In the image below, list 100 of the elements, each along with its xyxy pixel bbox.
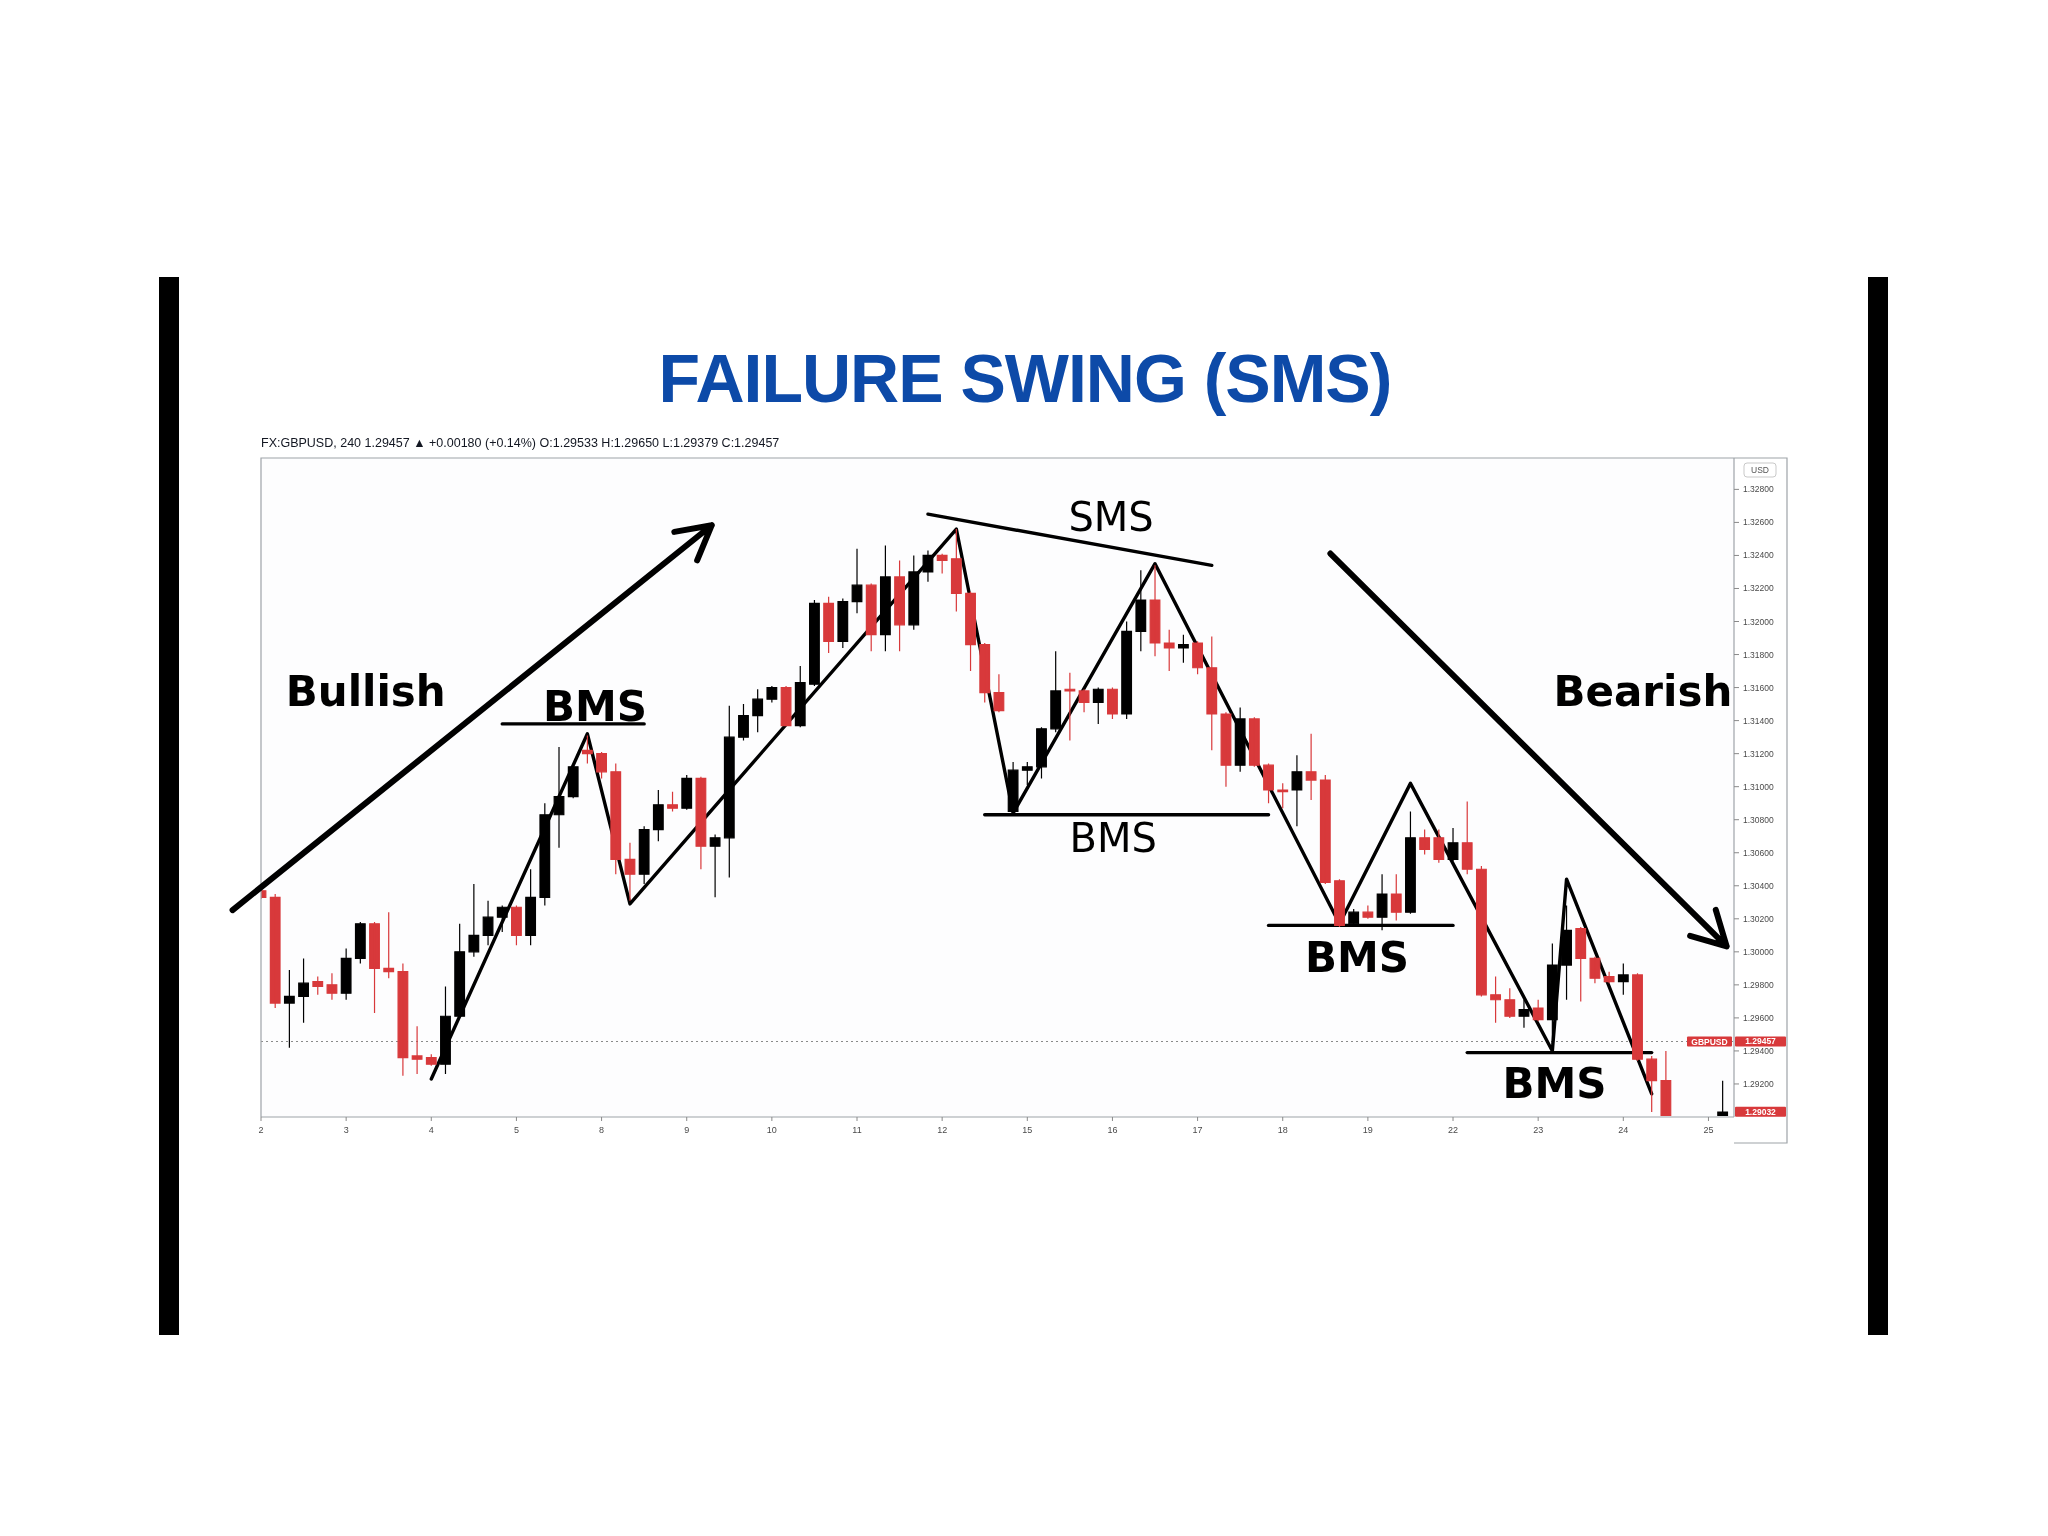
candlestick [454, 923, 466, 1017]
annotation: BMS [1305, 933, 1410, 983]
candlestick [1107, 686, 1118, 720]
candlestick [1575, 926, 1587, 1002]
ref-line-label: GBPUSD [1691, 1036, 1728, 1047]
candlestick [369, 921, 380, 1014]
candlestick [397, 962, 409, 1077]
candlestick [1561, 904, 1572, 1001]
x-tick-label: 19 [1362, 1125, 1373, 1135]
y-tick-label: 1.32800 [1743, 484, 1774, 495]
candlestick [496, 904, 508, 933]
candlestick [1206, 635, 1218, 751]
y-tick-label: 1.30000 [1743, 946, 1774, 957]
x-tick-label: 3 [343, 1125, 349, 1135]
candlestick [738, 703, 749, 742]
annotation: BMS [542, 681, 647, 731]
y-tick-label: 1.29600 [1743, 1012, 1774, 1023]
y-tick-label: 1.29400 [1743, 1045, 1774, 1056]
candlestick [624, 842, 636, 902]
y-tick-label: 1.32000 [1743, 616, 1774, 627]
candlestick [1263, 762, 1274, 804]
unit-badge: USD [1743, 462, 1777, 478]
price-tag: 1.29032 [1735, 1106, 1786, 1117]
candlestick [1419, 829, 1431, 855]
candlestick [340, 947, 352, 1001]
y-axis-title: USD [1751, 465, 1769, 475]
candlestick [1589, 956, 1601, 984]
y-tick-label: 1.30400 [1743, 880, 1774, 891]
candlestick [908, 554, 920, 631]
candlestick [1717, 1080, 1729, 1116]
y-tick-label: 1.29200 [1743, 1078, 1774, 1089]
candlestick [298, 957, 309, 1024]
candlestick [823, 596, 835, 654]
candlestick [1461, 800, 1473, 875]
candlestick [1518, 999, 1530, 1029]
candlestick [667, 791, 678, 813]
candlestick [894, 559, 906, 652]
candlestick [1163, 629, 1175, 672]
candlestick [326, 972, 338, 1001]
candlestick [1646, 1055, 1658, 1113]
candlestick [1490, 976, 1502, 1024]
candlestick [1362, 904, 1374, 920]
candlestick [1092, 686, 1104, 725]
candlestick [1220, 711, 1232, 788]
candlestick [511, 904, 522, 946]
y-tick-label: 1.31600 [1743, 682, 1774, 693]
candlestick [879, 544, 891, 652]
x-tick-label: 25 [1703, 1125, 1714, 1135]
candlestick [865, 582, 877, 652]
y-tick-label: 1.31200 [1743, 748, 1774, 759]
annotation: Bullish [285, 666, 446, 716]
candlestick [1291, 754, 1303, 827]
candlestick [1277, 782, 1289, 809]
x-tick-label: 10 [766, 1125, 777, 1135]
candlestick [1234, 706, 1246, 773]
candlestick [652, 789, 664, 842]
candlestick [780, 685, 792, 727]
candlestick [723, 705, 735, 879]
y-tick-label: 1.32400 [1743, 550, 1774, 561]
y-tick-label: 1.31400 [1743, 715, 1774, 726]
annotation: BMS [1502, 1059, 1607, 1109]
x-tick-label: 11 [852, 1125, 862, 1135]
candlestick [581, 734, 593, 765]
candlestick [1248, 716, 1260, 768]
x-tick-label: 2 [258, 1125, 264, 1135]
candlestick [1405, 810, 1416, 915]
candlestick [468, 883, 480, 958]
y-tick-label: 1.29800 [1743, 979, 1774, 990]
y-tick-label: 1.32600 [1743, 517, 1774, 528]
candlestick [1305, 733, 1317, 801]
candlestick [1192, 640, 1204, 675]
candlestick [709, 833, 721, 898]
candlestick [1334, 878, 1345, 928]
annotation: Bearish [1553, 666, 1733, 716]
candlestick [1319, 774, 1331, 885]
candlestick [283, 969, 295, 1049]
candlestick [965, 591, 976, 672]
candlestick [1078, 688, 1090, 713]
y-tick-label: 1.30800 [1743, 814, 1774, 825]
x-tick-label: 15 [1022, 1125, 1033, 1135]
candlestick [922, 549, 934, 583]
candlestick [752, 688, 764, 733]
x-tick-label: 5 [513, 1125, 519, 1135]
candlestick [553, 746, 565, 849]
candlestick [1064, 672, 1076, 742]
candlestick [638, 825, 650, 885]
candlestick [681, 774, 693, 811]
candlestick [1149, 564, 1161, 657]
candlestick [1121, 620, 1133, 720]
candlestick [766, 685, 778, 704]
y-tick-label: 1.31000 [1743, 781, 1774, 792]
price-tag: 1.29457 [1735, 1036, 1786, 1047]
candlestick [1036, 726, 1047, 780]
candlestick [851, 548, 863, 614]
candlestick [794, 665, 806, 728]
y-tick-label: 1.31800 [1743, 649, 1774, 660]
x-tick-label: 8 [599, 1125, 605, 1135]
x-tick-label: 23 [1533, 1125, 1544, 1135]
candlestick [1021, 761, 1033, 786]
candlestick [1390, 873, 1402, 922]
